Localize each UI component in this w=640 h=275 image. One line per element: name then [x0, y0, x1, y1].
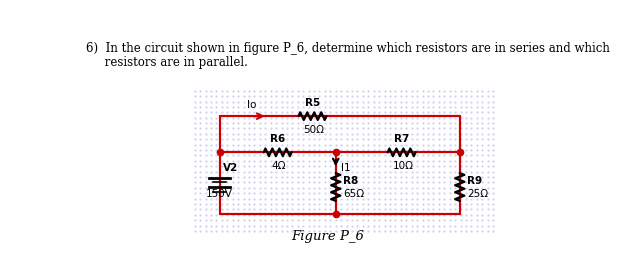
Text: 6)  In the circuit shown in figure P_6, determine which resistors are in series : 6) In the circuit shown in figure P_6, d… [86, 42, 610, 55]
Text: 25Ω: 25Ω [467, 189, 488, 199]
Text: 4Ω: 4Ω [272, 161, 287, 171]
Text: 50Ω: 50Ω [303, 125, 324, 135]
Text: R9: R9 [467, 176, 483, 186]
Text: I1: I1 [341, 163, 351, 173]
Text: R6: R6 [270, 134, 285, 144]
Text: 150V: 150V [205, 189, 232, 199]
Text: 65Ω: 65Ω [344, 189, 365, 199]
Text: R8: R8 [344, 176, 359, 186]
Text: R5: R5 [305, 98, 320, 108]
Text: 10Ω: 10Ω [393, 161, 413, 171]
Text: R7: R7 [394, 134, 410, 144]
Text: Io: Io [248, 100, 257, 110]
Text: Figure P_6: Figure P_6 [292, 230, 364, 243]
Text: V2: V2 [223, 163, 239, 173]
Text: resistors are in parallel.: resistors are in parallel. [86, 56, 248, 69]
